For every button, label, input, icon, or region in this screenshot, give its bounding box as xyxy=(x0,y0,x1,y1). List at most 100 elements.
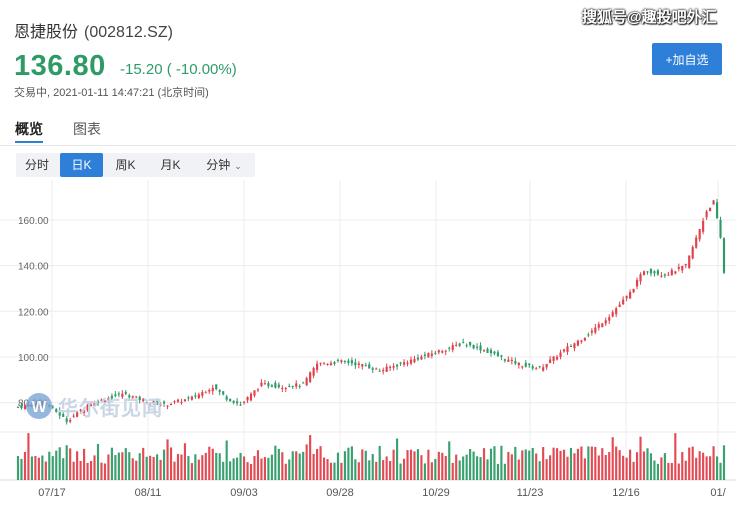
candle-body xyxy=(489,349,493,354)
candle-body xyxy=(309,372,312,382)
candle-body xyxy=(656,270,659,275)
volume-bar xyxy=(371,454,374,480)
candle-body xyxy=(479,345,482,351)
volume-bar xyxy=(566,456,569,480)
candle-body xyxy=(455,344,458,346)
candle-body xyxy=(514,361,517,364)
volume-bar xyxy=(162,449,166,480)
volume-bar xyxy=(576,448,580,480)
volume-bar xyxy=(434,458,437,480)
volume-bar xyxy=(103,463,107,480)
volume-bar xyxy=(260,458,263,480)
volume-bar xyxy=(27,433,30,480)
volume-bar xyxy=(594,446,597,480)
volume-bar xyxy=(649,453,653,480)
volume-bar xyxy=(444,456,447,480)
candle-body xyxy=(695,237,698,248)
add-to-watchlist-button[interactable]: +加自选 xyxy=(652,43,722,75)
candle-body xyxy=(316,363,319,371)
volume-bar xyxy=(368,460,371,480)
candle-body xyxy=(180,401,183,403)
x-tick-label: 08/11 xyxy=(135,487,162,499)
candle-body xyxy=(663,274,666,276)
candlestick-chart[interactable]: 80.00100.00120.00140.00160.0007/1708/110… xyxy=(0,180,736,510)
volume-bar xyxy=(458,460,461,480)
volume-bar xyxy=(389,460,392,480)
wallstreetcn-logo-icon: W xyxy=(26,393,52,419)
candle-body xyxy=(608,317,611,321)
candle-body xyxy=(566,346,569,353)
candle-body xyxy=(107,398,110,400)
candle-body xyxy=(385,366,388,372)
candle-body xyxy=(715,202,719,219)
volume-bar xyxy=(55,450,58,480)
volume-bar xyxy=(375,461,378,480)
volume-bar xyxy=(420,455,423,480)
candle-body xyxy=(472,344,475,349)
candle-body xyxy=(232,400,235,403)
volume-bar xyxy=(340,462,343,480)
candle-body xyxy=(20,405,23,409)
tab-chart[interactable]: 图表 xyxy=(73,121,101,137)
candle-body xyxy=(434,352,437,354)
volume-bar xyxy=(402,458,406,480)
volume-bar xyxy=(312,453,315,480)
volume-bar xyxy=(131,458,134,480)
candle-body xyxy=(670,269,673,276)
svg-text:W: W xyxy=(31,399,47,416)
candle-body xyxy=(622,299,625,305)
volume-bar xyxy=(256,450,260,480)
period-monthly-button[interactable]: 月K xyxy=(160,158,181,172)
period-intraday-button[interactable]: 分时 xyxy=(24,158,49,172)
candle-body xyxy=(375,368,378,370)
candle-body xyxy=(469,341,472,346)
candle-body xyxy=(681,265,684,271)
volume-bar xyxy=(448,441,451,480)
candle-body xyxy=(448,347,451,349)
candle-body xyxy=(611,312,614,317)
volume-bar xyxy=(190,463,193,480)
candle-body xyxy=(500,355,503,357)
x-tick-label: 01/ xyxy=(710,487,726,499)
period-weekly-button[interactable]: 周K xyxy=(115,158,136,172)
volume-bar xyxy=(83,448,86,480)
candle-body xyxy=(462,342,465,344)
volume-bar xyxy=(656,463,659,480)
period-daily-button[interactable]: 日K xyxy=(60,153,103,177)
volume-bar xyxy=(194,454,197,480)
volume-bar xyxy=(625,457,628,480)
candle-body xyxy=(354,362,357,366)
candle-body xyxy=(396,364,399,367)
candle-body xyxy=(629,292,632,299)
volume-bar xyxy=(169,447,173,480)
period-minute-dropdown[interactable]: 分钟 ⌄ xyxy=(193,153,255,177)
volume-bar xyxy=(100,462,103,480)
volume-bar xyxy=(124,448,127,480)
volume-bar xyxy=(378,445,381,480)
candle-body xyxy=(597,324,600,328)
candle-body xyxy=(660,275,663,277)
volume-bar xyxy=(236,457,239,480)
candle-body xyxy=(639,274,642,282)
period-minute-label: 分钟 xyxy=(206,158,231,172)
volume-bar xyxy=(573,453,576,480)
volume-bar xyxy=(364,450,367,480)
candle-body xyxy=(305,378,308,386)
tab-overview[interactable]: 概览 xyxy=(15,121,43,137)
candle-body xyxy=(215,384,218,390)
volume-bar xyxy=(253,456,256,480)
candle-body xyxy=(176,399,180,402)
volume-bar xyxy=(427,449,430,480)
candle-body xyxy=(392,366,395,368)
volume-bar xyxy=(65,445,68,480)
candle-body xyxy=(343,360,346,362)
volume-bar xyxy=(712,446,715,480)
volume-bar xyxy=(653,460,656,480)
volume-bar xyxy=(249,463,253,480)
volume-bar xyxy=(322,457,326,480)
candle-body xyxy=(51,406,54,408)
x-tick-label: 07/17 xyxy=(38,487,66,499)
volume-bar xyxy=(326,459,329,480)
volume-bar xyxy=(149,455,152,480)
candle-body xyxy=(382,370,385,372)
